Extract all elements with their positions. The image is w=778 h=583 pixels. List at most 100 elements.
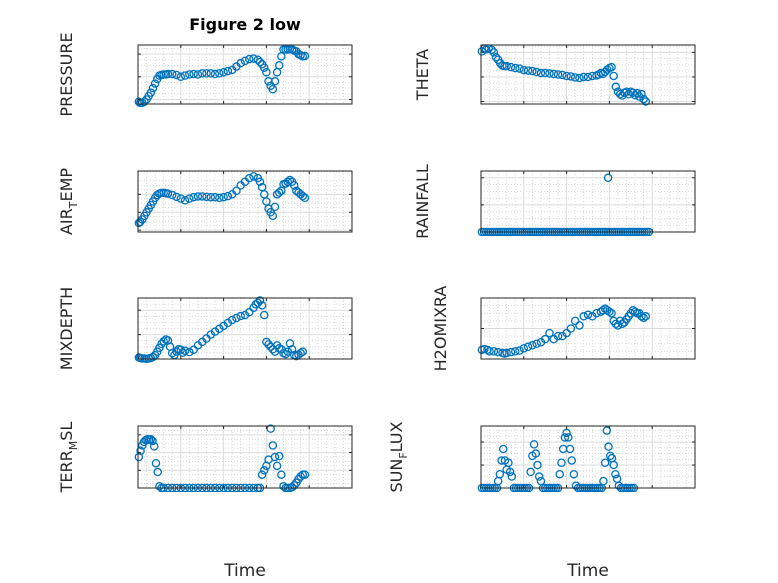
data-point bbox=[289, 481, 299, 490]
figure-title: Figure 2 low bbox=[189, 15, 301, 34]
y-axis-label: PRESSURE bbox=[57, 32, 76, 116]
data-point bbox=[502, 348, 511, 358]
plot-area bbox=[138, 426, 352, 488]
y-axis-label: RAINFALL bbox=[413, 164, 432, 239]
data-points bbox=[477, 304, 651, 358]
data-point bbox=[609, 71, 618, 81]
data-point bbox=[260, 466, 269, 475]
data-point bbox=[268, 85, 278, 94]
data-point bbox=[557, 458, 566, 467]
subplot-mixdepth: MIXDEPTH bbox=[57, 287, 353, 370]
data-point bbox=[215, 193, 224, 203]
data-point bbox=[562, 71, 571, 81]
data-point bbox=[549, 69, 559, 79]
plot-area bbox=[481, 426, 695, 488]
data-point bbox=[506, 62, 516, 72]
data-point bbox=[240, 56, 250, 66]
data-point bbox=[624, 89, 633, 99]
data-point bbox=[628, 88, 638, 97]
data-point bbox=[489, 48, 499, 57]
data-point bbox=[635, 92, 644, 101]
data-point bbox=[185, 70, 194, 79]
data-point bbox=[611, 469, 620, 479]
data-point bbox=[253, 298, 263, 308]
subplot-rainfall: RAINFALL bbox=[413, 164, 696, 239]
data-point bbox=[523, 342, 533, 352]
data-point bbox=[567, 456, 576, 465]
data-point bbox=[504, 458, 513, 467]
data-point bbox=[558, 70, 567, 80]
data-point bbox=[641, 97, 651, 106]
data-point bbox=[579, 72, 588, 82]
data-point bbox=[499, 444, 508, 454]
data-point bbox=[197, 192, 207, 201]
data-point bbox=[510, 63, 520, 73]
data-point bbox=[245, 307, 254, 317]
data-point bbox=[180, 71, 190, 80]
data-point bbox=[189, 192, 198, 202]
data-point bbox=[157, 339, 166, 349]
data-point bbox=[146, 88, 156, 97]
data-point bbox=[178, 348, 188, 357]
data-point bbox=[249, 54, 258, 63]
data-points bbox=[134, 296, 308, 363]
data-point bbox=[575, 321, 584, 330]
data-point bbox=[255, 57, 265, 67]
data-point bbox=[172, 192, 181, 202]
data-point bbox=[210, 69, 220, 79]
data-point bbox=[583, 310, 593, 320]
data-point bbox=[285, 339, 295, 348]
data-point bbox=[163, 189, 173, 198]
data-point bbox=[180, 346, 190, 355]
y-axis-label: AIRTEMP bbox=[57, 168, 80, 235]
data-point bbox=[510, 347, 520, 356]
data-point bbox=[532, 339, 541, 348]
data-point bbox=[163, 69, 173, 79]
data-point bbox=[193, 70, 203, 79]
data-point bbox=[300, 193, 310, 203]
data-point bbox=[264, 77, 273, 86]
plot-area bbox=[138, 171, 352, 232]
data-point bbox=[545, 328, 554, 338]
data-point bbox=[277, 470, 286, 479]
data-point bbox=[255, 177, 265, 187]
data-point bbox=[197, 69, 207, 78]
data-point bbox=[579, 312, 588, 321]
data-point bbox=[545, 69, 554, 78]
data-point bbox=[232, 313, 241, 323]
data-point bbox=[491, 53, 501, 62]
subplot-pressure: PRESSURE bbox=[57, 32, 353, 117]
data-point bbox=[566, 72, 576, 81]
y-axis-label: MIXDEPTH bbox=[57, 287, 76, 370]
data-point bbox=[281, 349, 290, 359]
data-point bbox=[523, 66, 533, 75]
y-axis-label: TERRMSL bbox=[57, 422, 80, 494]
data-point bbox=[270, 452, 280, 462]
data-point bbox=[622, 87, 631, 96]
data-point bbox=[534, 472, 544, 481]
data-point bbox=[274, 188, 284, 197]
data-point bbox=[528, 66, 537, 76]
data-point bbox=[570, 73, 580, 82]
data-point bbox=[555, 469, 565, 479]
data-point bbox=[505, 467, 515, 477]
data-point bbox=[639, 313, 648, 323]
data-point bbox=[603, 173, 613, 183]
data-point bbox=[140, 97, 149, 106]
data-point bbox=[219, 192, 228, 202]
data-point bbox=[219, 67, 228, 77]
data-point bbox=[283, 347, 293, 356]
data-point bbox=[268, 211, 278, 221]
data-point bbox=[495, 469, 505, 479]
data-point bbox=[151, 458, 161, 468]
data-point bbox=[506, 347, 516, 357]
data-point bbox=[606, 451, 615, 461]
data-point bbox=[599, 476, 608, 486]
data-point bbox=[150, 79, 160, 88]
data-point bbox=[223, 66, 233, 76]
y-axis-label: THETA bbox=[413, 49, 432, 101]
data-point bbox=[180, 196, 190, 205]
y-axis-label: H2OMIXRA bbox=[431, 286, 450, 372]
subplot-theta: THETA bbox=[413, 44, 696, 106]
data-point bbox=[287, 344, 297, 354]
